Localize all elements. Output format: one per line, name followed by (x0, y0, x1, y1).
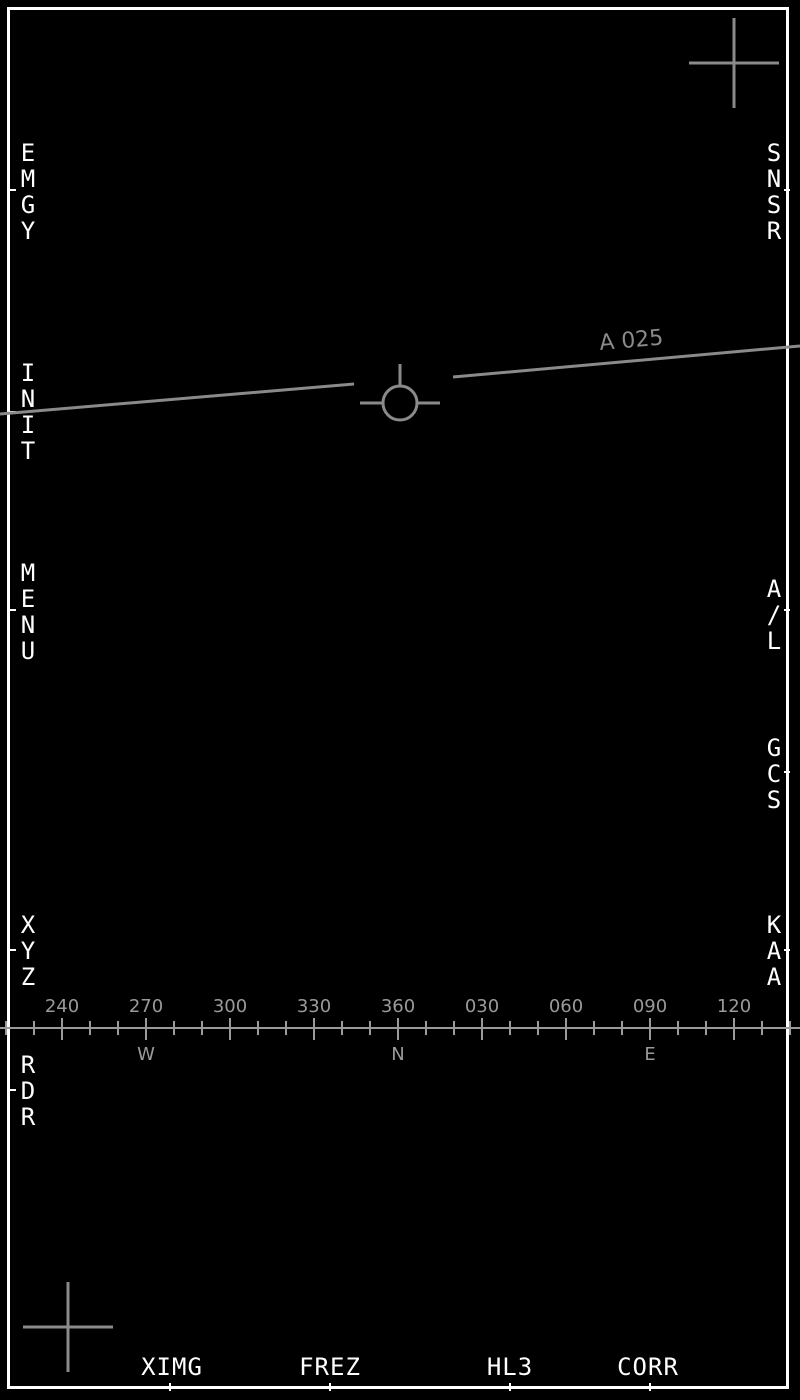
osb-label-char: M (20, 559, 36, 587)
boresight-reticle-icon (360, 364, 440, 422)
crosshair-icon (689, 18, 779, 108)
heading-label: 330 (297, 996, 331, 1017)
heading-label: 060 (549, 996, 583, 1017)
osb-ximg[interactable]: XIMG (141, 1353, 203, 1381)
osb-label-char: I (20, 359, 36, 387)
osb-label-char: Y (20, 217, 36, 245)
heading-label: 270 (129, 996, 163, 1017)
osb-label-char: S (766, 786, 782, 814)
osb-label-char: S (766, 191, 782, 219)
cardinal-label: W (137, 1044, 155, 1065)
osb-label-char: R (20, 1051, 36, 1079)
osb-tick (10, 609, 16, 611)
osb-tick (329, 1383, 331, 1391)
osb-tick (784, 771, 790, 773)
osb-label-char: M (20, 165, 36, 193)
osb-label-char: N (20, 385, 36, 413)
osb-tick (649, 1383, 651, 1391)
osb-label-char: E (20, 139, 36, 167)
heading-tape: 240 270 300 330 360 030 060 090 120 W N … (0, 996, 800, 1065)
osb-label-char: G (766, 734, 782, 762)
osb-label-char: / (766, 601, 782, 629)
osb-hl3[interactable]: HL3 (486, 1353, 534, 1381)
heading-label: 030 (465, 996, 499, 1017)
cardinal-label: E (644, 1044, 655, 1065)
osb-label-char: D (20, 1077, 36, 1105)
heading-label: 240 (45, 996, 79, 1017)
osb-tick (784, 949, 790, 951)
heading-label: 300 (213, 996, 247, 1017)
osb-label-char: R (20, 1103, 36, 1131)
osb-label-char: K (766, 911, 782, 939)
osb-label-char: X (20, 911, 36, 939)
horizon-label: A 025 (598, 325, 664, 355)
osb-label-char: T (20, 437, 36, 465)
osb-tick (169, 1383, 171, 1391)
osb-label-char: E (20, 585, 36, 613)
osb-tick (10, 949, 16, 951)
osb-label-char: N (766, 165, 782, 193)
osb-label-char: R (766, 217, 782, 245)
osb-tick (784, 189, 790, 191)
osb-label-char: I (20, 411, 36, 439)
heading-label: 120 (717, 996, 751, 1017)
osb-label-char: A (766, 937, 782, 965)
osb-label-char: U (20, 637, 36, 665)
osb-frez[interactable]: FREZ (299, 1353, 361, 1381)
osb-label-char: G (20, 191, 36, 219)
heading-label: 090 (633, 996, 667, 1017)
horizon-line (0, 344, 800, 416)
cardinal-label: N (391, 1044, 404, 1065)
osb-label-char: C (766, 760, 782, 788)
crosshair-icon (23, 1282, 113, 1372)
osb-label-char: A (766, 575, 782, 603)
osb-label-char: Z (20, 963, 36, 991)
osb-al[interactable]: A / L (762, 576, 786, 654)
osb-label-char: N (20, 611, 36, 639)
osb-tick (509, 1383, 511, 1391)
display-frame (7, 7, 789, 1389)
osb-label-char: S (766, 139, 782, 167)
osb-corr[interactable]: CORR (617, 1353, 679, 1381)
osb-tick (10, 189, 16, 191)
osb-label-char: A (766, 963, 782, 991)
osb-tick (784, 609, 790, 611)
osb-label-char: Y (20, 937, 36, 965)
heading-label: 360 (381, 996, 415, 1017)
osb-label-char: L (766, 627, 782, 655)
osb-tick (10, 1089, 16, 1091)
